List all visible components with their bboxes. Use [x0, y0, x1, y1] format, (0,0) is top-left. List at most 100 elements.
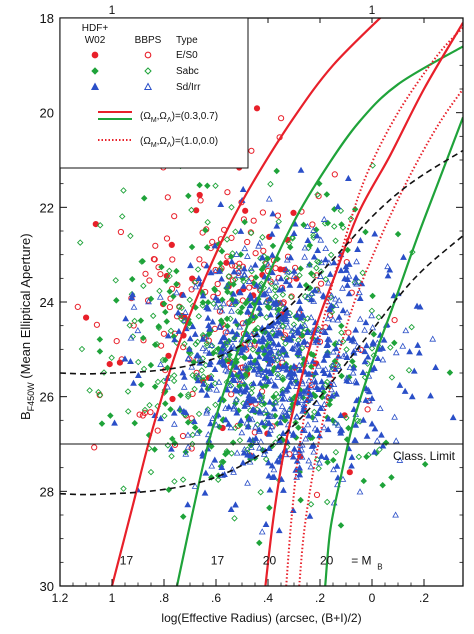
- point-sd-irr: [203, 407, 211, 414]
- point-sabc: [305, 244, 312, 252]
- point-sd-irr: [241, 362, 249, 369]
- point-sd-irr: [363, 432, 371, 439]
- point-sd-irr: [222, 416, 230, 423]
- point-sd-irr: [348, 453, 356, 460]
- point-sd-irr: [206, 325, 213, 332]
- point-sd-irr: [207, 269, 215, 276]
- point-sd-irr: [273, 222, 281, 229]
- point-sd-irr: [311, 415, 319, 423]
- point-sd-irr: [318, 452, 325, 459]
- point-sabc: [218, 248, 226, 255]
- point-sabc: [271, 287, 279, 294]
- point-sabc: [446, 369, 454, 376]
- point-sd-irr: [221, 361, 229, 368]
- point-sabc: [118, 213, 126, 220]
- point-sd-irr: [127, 334, 135, 341]
- annotation-label-5: B: [377, 562, 382, 571]
- point-sd-irr: [371, 230, 379, 237]
- point-sd-irr: [182, 450, 190, 457]
- point-sd-irr: [308, 442, 316, 449]
- point-sabc: [259, 233, 266, 241]
- point-sd-irr: [301, 426, 308, 433]
- point-sabc: [158, 263, 165, 271]
- point-sd-irr: [368, 420, 376, 427]
- point-sabc: [217, 260, 224, 267]
- point-sabc: [189, 372, 196, 379]
- curve-layer: [60, 18, 463, 586]
- point-sd-irr: [207, 341, 215, 348]
- point-e-s0: [136, 411, 143, 418]
- scatter-layer: [74, 105, 457, 547]
- point-sd-irr: [323, 349, 331, 356]
- point-sd-irr: [330, 466, 337, 473]
- point-sabc: [286, 243, 294, 251]
- point-sd-irr: [325, 324, 333, 331]
- point-sabc: [188, 243, 196, 251]
- point-sd-irr: [273, 353, 281, 360]
- point-sabc: [235, 263, 243, 271]
- point-sd-irr: [213, 386, 221, 393]
- point-sd-irr: [244, 307, 252, 314]
- point-sabc: [306, 242, 314, 249]
- point-sabc: [376, 446, 383, 453]
- point-sabc: [154, 378, 162, 386]
- point-sabc: [175, 303, 183, 311]
- point-sd-irr: [328, 365, 336, 372]
- legend-col3-title: Type: [176, 35, 198, 46]
- point-sabc: [355, 453, 363, 461]
- point-sd-irr: [392, 437, 400, 444]
- point-sd-irr: [212, 421, 220, 428]
- point-sd-irr: [257, 438, 265, 445]
- point-sd-irr: [304, 328, 311, 335]
- point-sd-irr: [230, 403, 238, 410]
- point-sd-irr: [296, 352, 304, 359]
- point-sabc: [237, 309, 244, 316]
- point-sabc: [250, 279, 258, 287]
- point-sd-irr: [352, 274, 360, 281]
- point-sabc: [180, 318, 187, 325]
- point-sabc: [368, 345, 376, 352]
- point-sd-irr: [171, 336, 178, 343]
- point-sabc: [307, 350, 315, 358]
- point-sd-irr: [277, 330, 285, 337]
- point-sd-irr: [365, 388, 373, 395]
- point-sd-irr: [232, 297, 240, 304]
- point-sabc: [320, 389, 327, 396]
- point-sd-irr: [208, 462, 216, 469]
- point-e-s0: [251, 429, 258, 436]
- point-sd-irr: [356, 315, 364, 322]
- point-sd-irr: [362, 319, 370, 326]
- point-sd-irr: [310, 226, 317, 233]
- point-e-s0: [252, 250, 259, 257]
- point-sd-irr: [400, 253, 407, 260]
- legend: HDF+W02 BBPS Type E/S0 Sabc Sd/Irr (ΩM,ΩΛ)=(0.…: [59, 17, 249, 169]
- point-sabc: [120, 187, 127, 194]
- point-sabc: [173, 267, 180, 275]
- point-sd-irr: [157, 360, 164, 368]
- x-tick-label: .2: [419, 591, 429, 605]
- point-sabc: [112, 277, 119, 284]
- point-sd-irr: [306, 370, 314, 377]
- point-e-s0: [272, 265, 279, 272]
- point-sabc: [138, 258, 145, 265]
- point-sd-irr: [185, 345, 193, 352]
- point-e-s0: [267, 278, 274, 285]
- point-sd-irr: [361, 358, 369, 365]
- point-sd-irr: [181, 308, 189, 315]
- point-sd-irr: [170, 420, 178, 427]
- point-sabc: [124, 408, 132, 415]
- point-sd-irr: [402, 327, 410, 334]
- point-sabc: [315, 465, 322, 472]
- point-sd-irr: [265, 377, 273, 384]
- point-e-s0: [278, 115, 285, 122]
- point-sd-irr: [202, 469, 210, 476]
- point-sd-irr: [345, 272, 353, 279]
- point-e-s0: [309, 221, 316, 228]
- point-sabc: [177, 392, 184, 399]
- legend-marker-diamond: [144, 67, 152, 75]
- point-sabc: [282, 340, 289, 347]
- point-sabc: [199, 299, 207, 306]
- point-sd-irr: [262, 406, 270, 413]
- point-sabc: [198, 367, 206, 374]
- point-sd-irr: [256, 283, 264, 290]
